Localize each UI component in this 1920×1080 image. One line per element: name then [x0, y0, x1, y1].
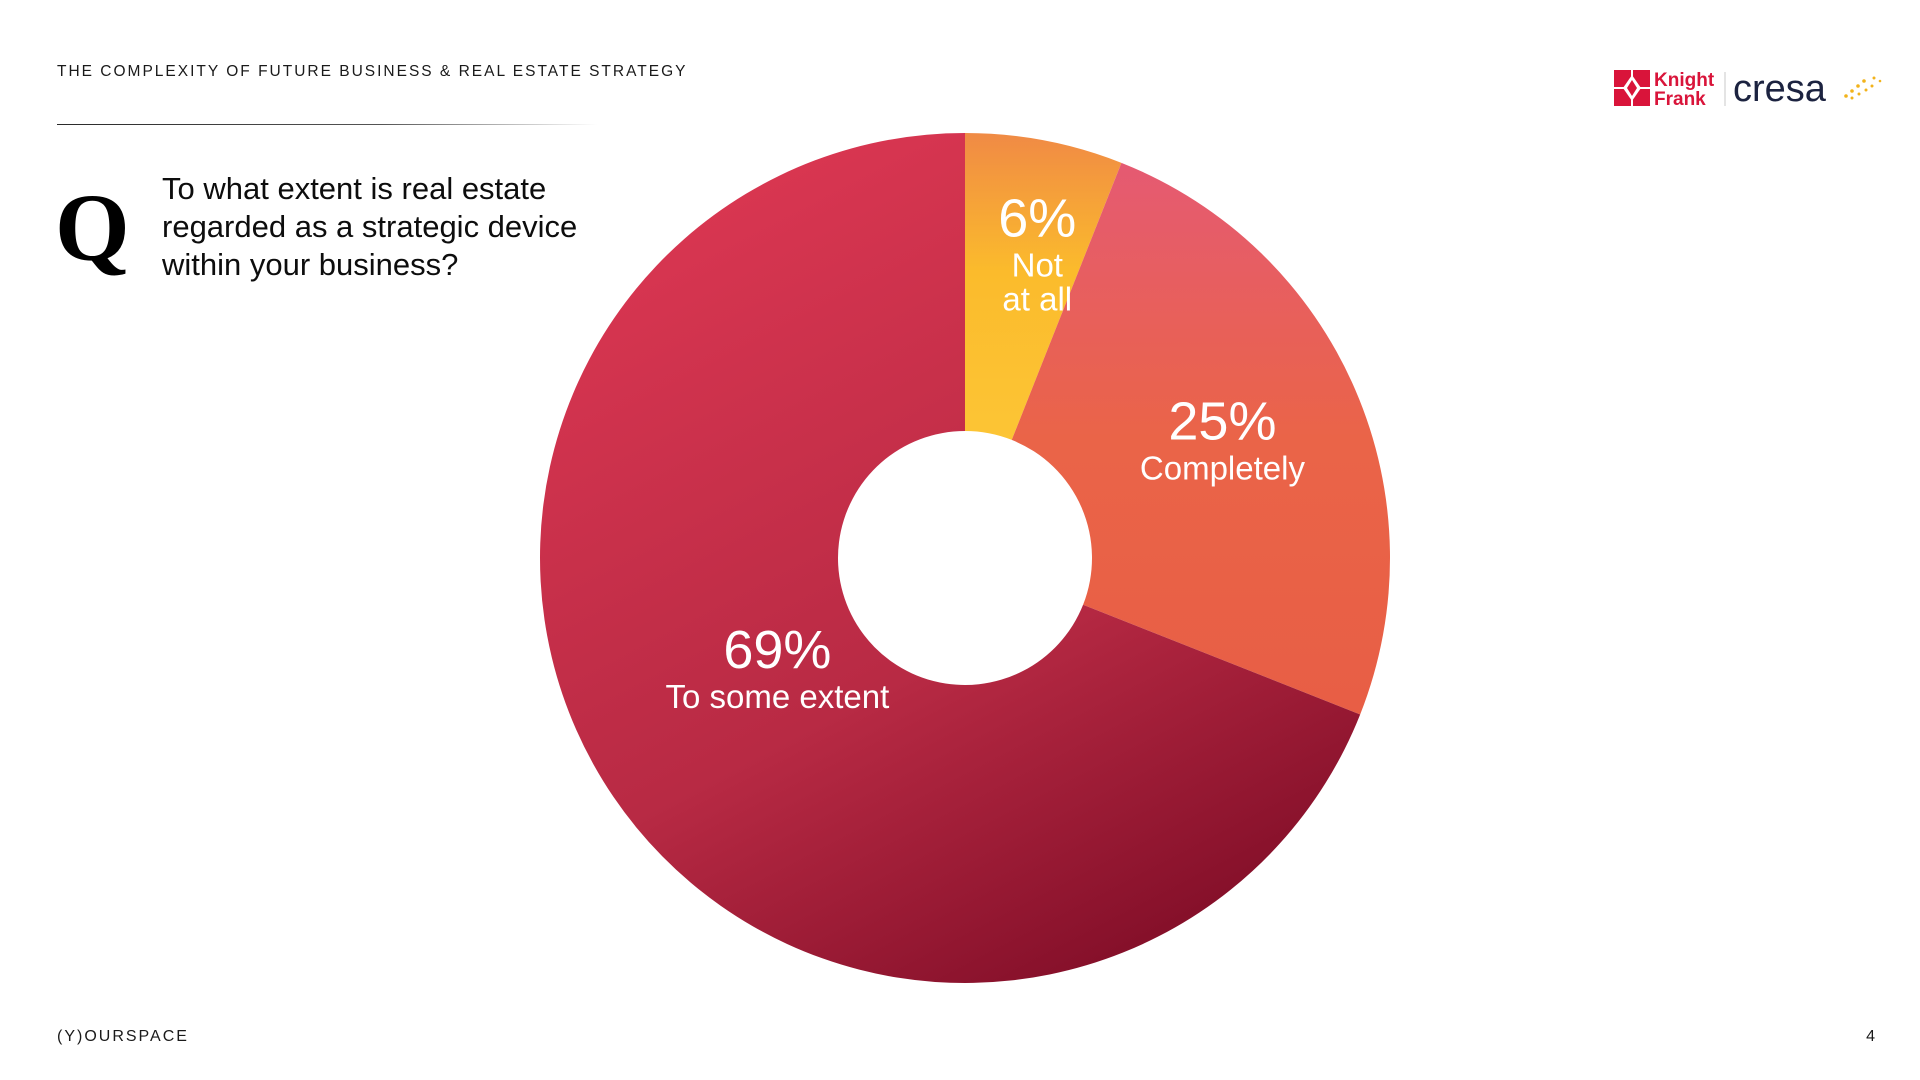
chart-slices	[539, 133, 1390, 984]
cresa-wordmark: cresa	[1733, 68, 1827, 110]
cresa-dots-icon	[1844, 76, 1882, 100]
category-label-to-some-extent: To some extent	[666, 678, 890, 715]
partner-logos: Knight Frank cresa	[1614, 68, 1882, 110]
category-label-not-at-all-line1: Not	[1012, 247, 1063, 284]
knight-frank-emblem-icon	[1614, 70, 1650, 106]
slice-not-at-all	[965, 133, 1122, 440]
value-label-completely: 25%	[1168, 392, 1276, 452]
cresa-logo: cresa	[1733, 68, 1882, 110]
header-divider	[57, 124, 597, 125]
page-number: 4	[1866, 1028, 1875, 1045]
slice-completely	[1011, 162, 1390, 715]
question-mark-letter: Q	[55, 174, 130, 281]
header-title: THE COMPLEXITY OF FUTURE BUSINESS & REAL…	[57, 63, 688, 80]
value-label-not-at-all: 6%	[998, 189, 1076, 249]
knight-frank-line2: Frank	[1654, 89, 1706, 110]
slice-to-some-extent	[539, 133, 1361, 984]
value-label-to-some-extent: 69%	[723, 620, 831, 680]
footer-brand: (Y)OURSPACE	[57, 1028, 189, 1045]
knight-frank-line1: Knight	[1654, 70, 1715, 91]
category-label-not-at-all-line2: at all	[1002, 281, 1072, 318]
category-label-completely: Completely	[1140, 450, 1306, 487]
question-text: To what extent is real estate regarded a…	[162, 171, 578, 282]
knight-frank-logo: Knight Frank	[1614, 70, 1715, 110]
